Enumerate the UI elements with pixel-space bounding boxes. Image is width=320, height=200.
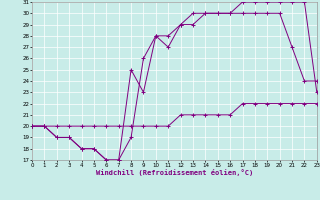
X-axis label: Windchill (Refroidissement éolien,°C): Windchill (Refroidissement éolien,°C) <box>96 169 253 176</box>
